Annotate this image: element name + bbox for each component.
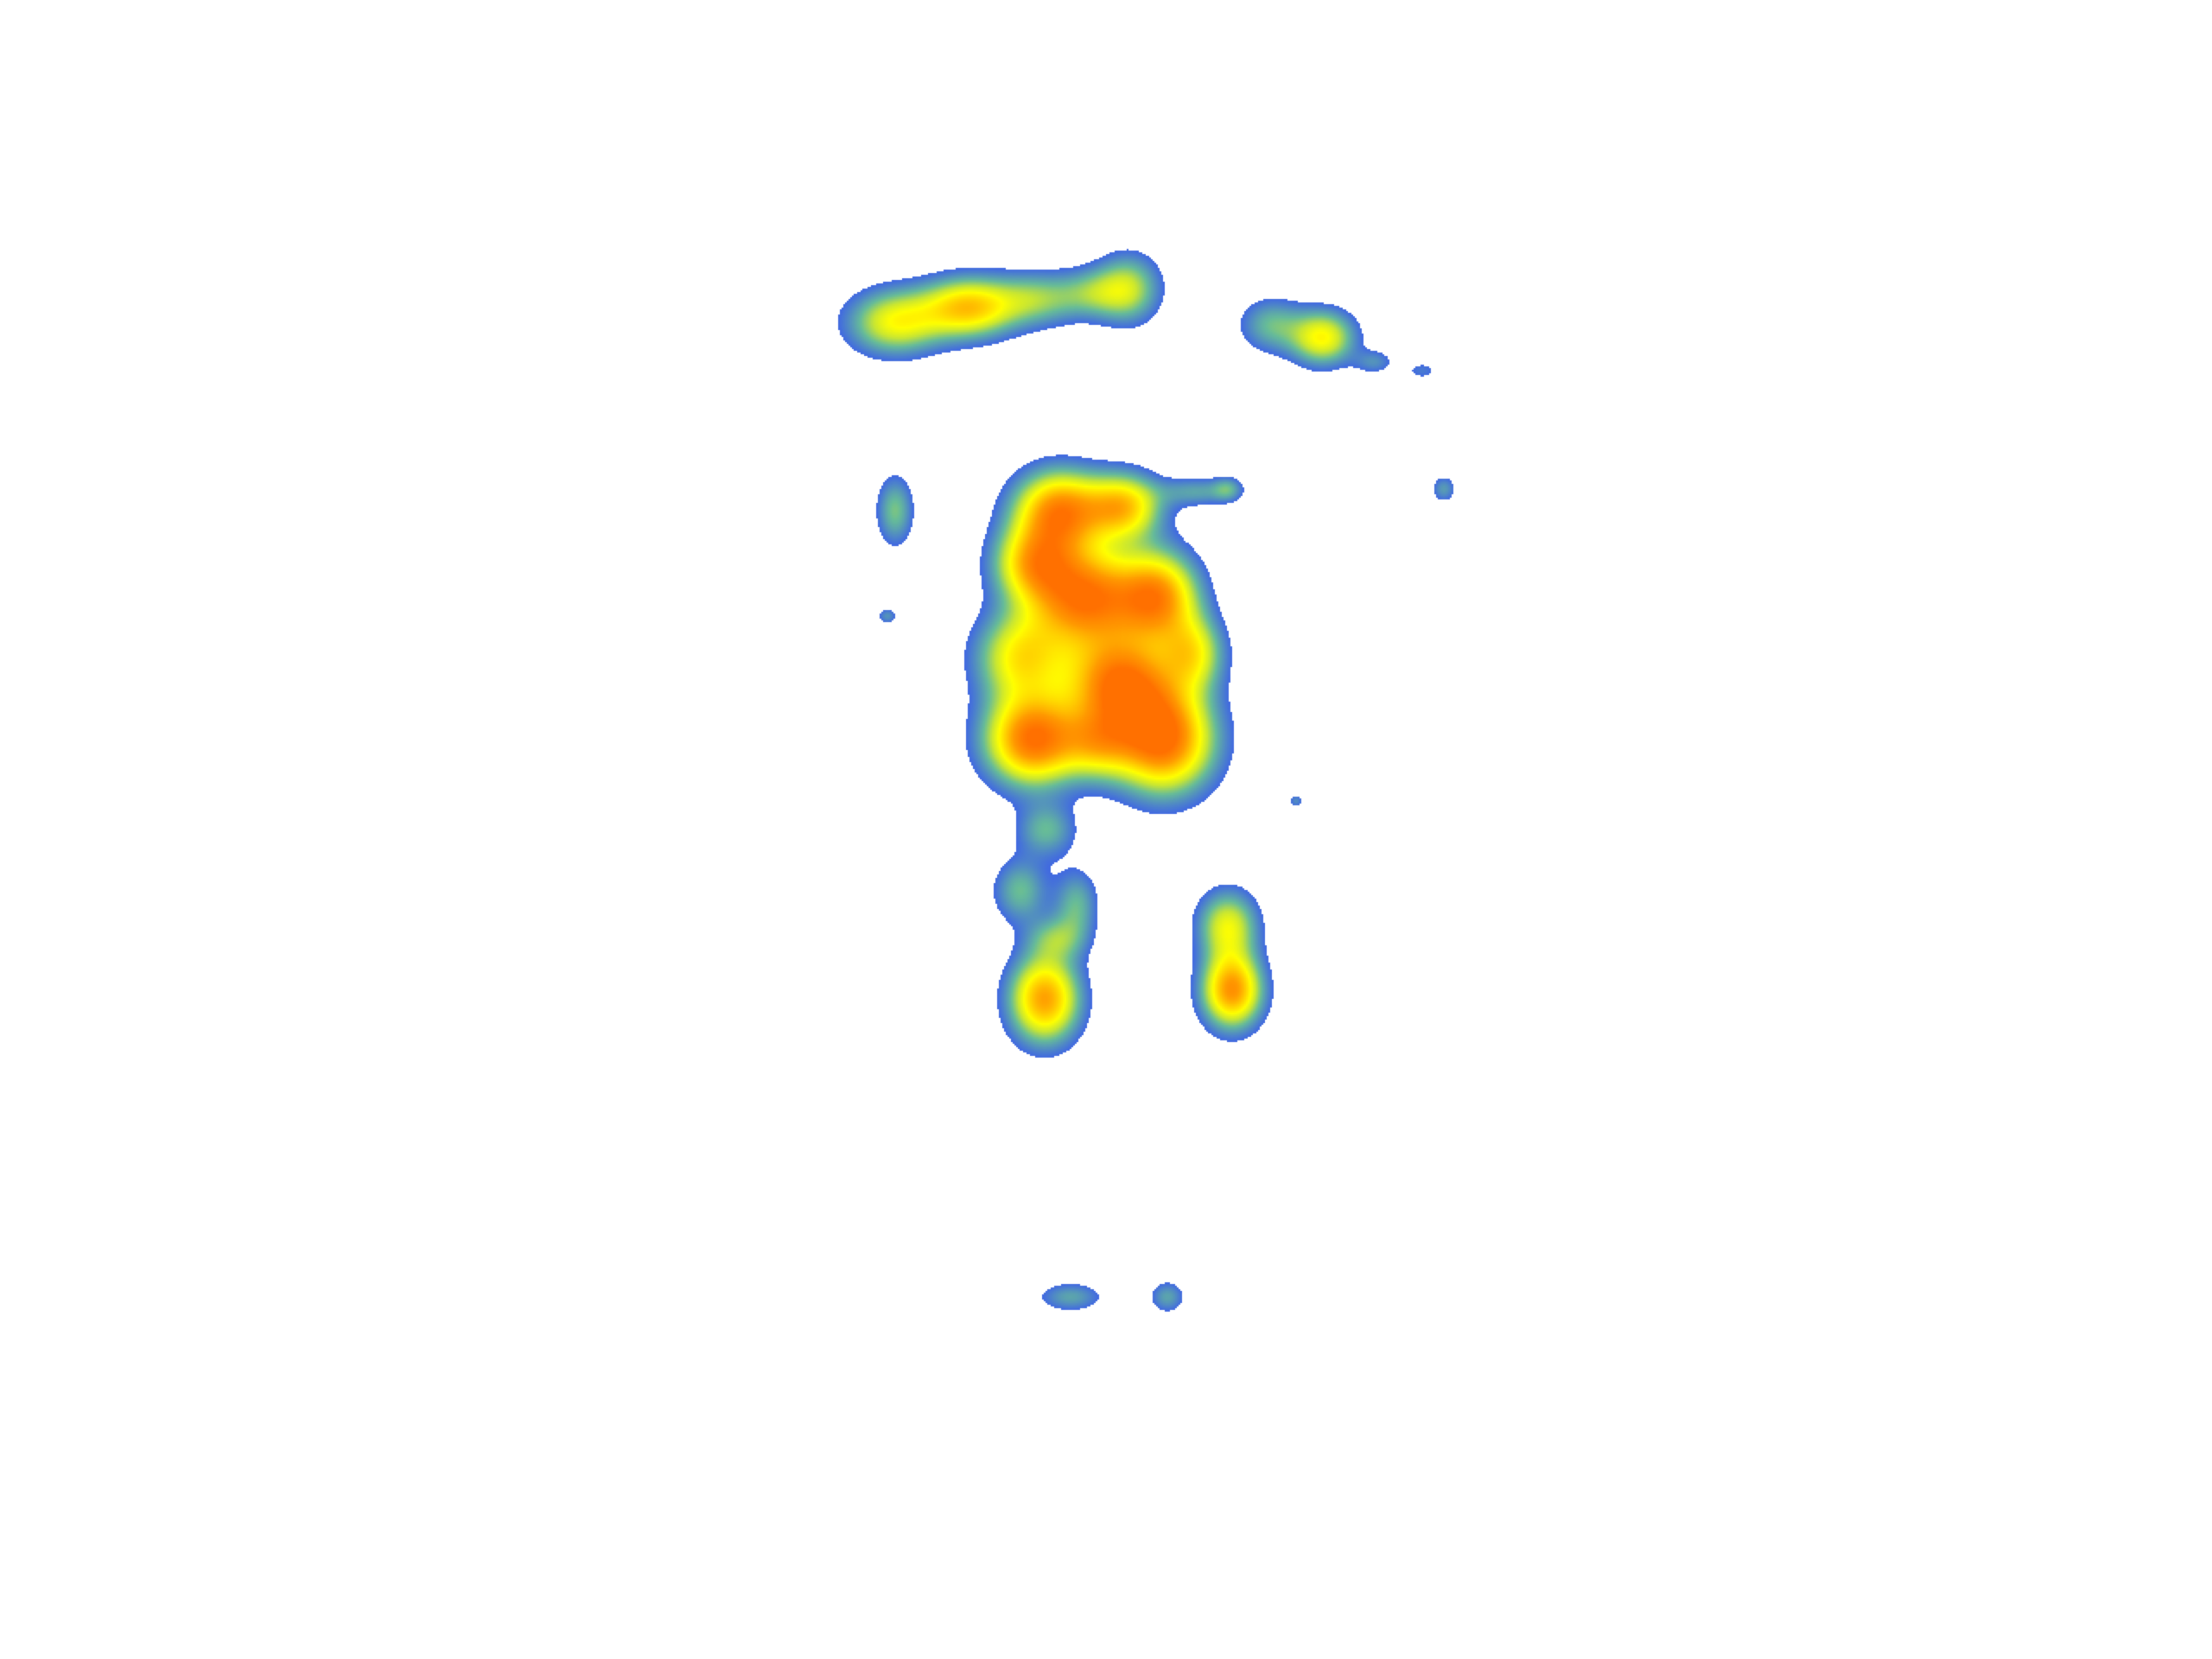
heatmap-canvas bbox=[0, 0, 2212, 1659]
